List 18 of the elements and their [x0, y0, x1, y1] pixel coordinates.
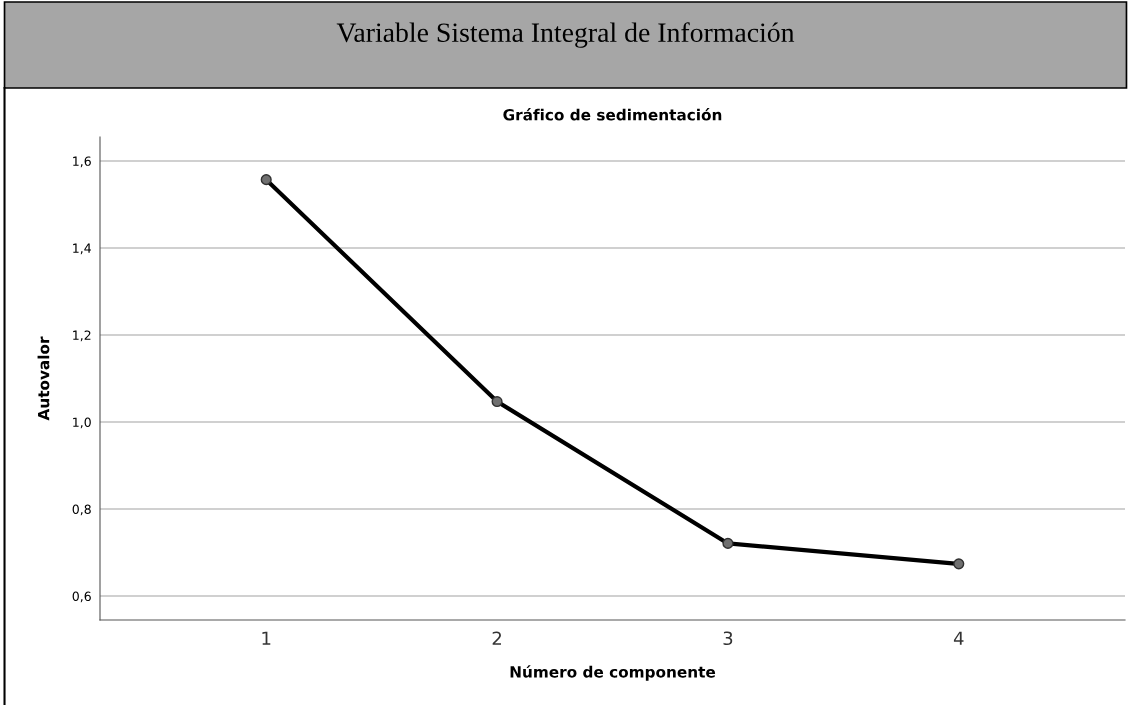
y-axis-title: Autovalor [37, 336, 50, 421]
y-tick-label: 1,4 [73, 243, 91, 255]
x-tick-label: 1 [262, 631, 271, 645]
chart-title: Variable Sistema Integral de Información [336, 22, 795, 48]
y-tick-label: 0,8 [72, 504, 91, 516]
y-tick-label: 0,6 [72, 591, 91, 603]
point [260, 174, 272, 186]
x-tick-label: 2 [492, 631, 502, 645]
x-tick-label: 4 [953, 631, 964, 645]
x-axis-title: Número de componente [510, 665, 716, 681]
y-tick-label: 1,6 [73, 156, 91, 168]
point [722, 537, 734, 549]
point [491, 396, 503, 408]
y-tick-label: 1,2 [73, 330, 91, 342]
x-tick-label: 3 [723, 631, 733, 646]
point [953, 558, 965, 570]
y-tick-label: 1,0 [73, 417, 91, 429]
chart-subtitle: Gráfico de sedimentación [503, 108, 722, 121]
